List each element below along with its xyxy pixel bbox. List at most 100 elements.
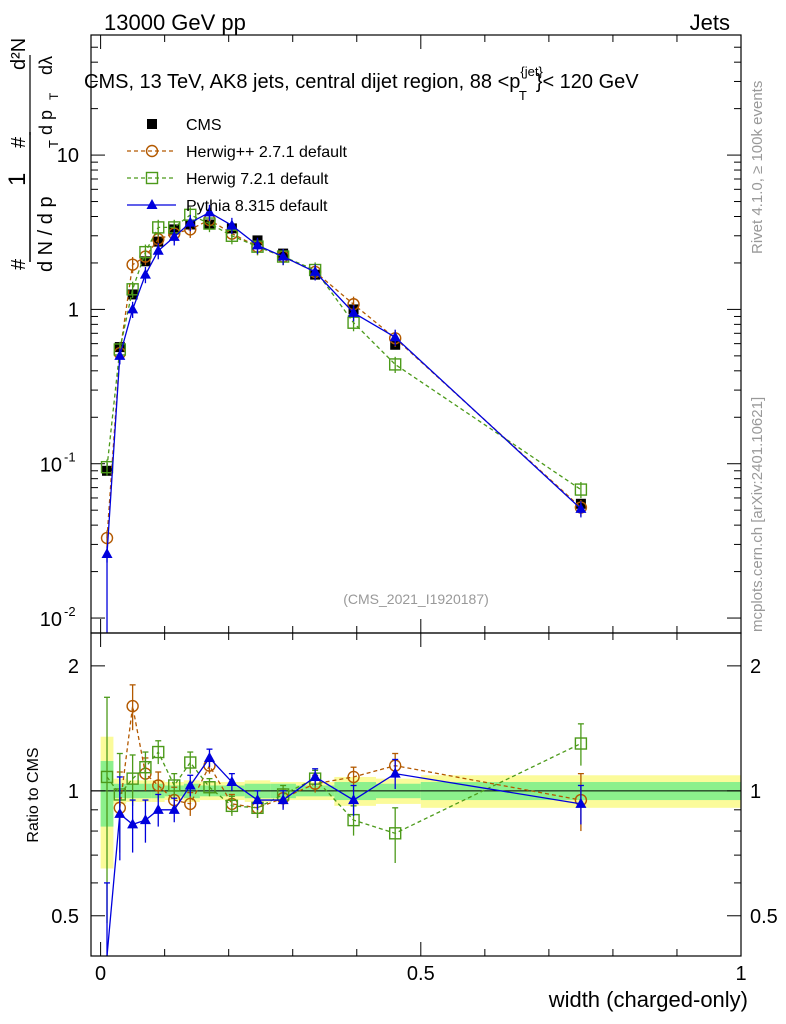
rivet-label: Rivet 4.1.0, ≥ 100k events <box>749 81 766 254</box>
main-ylabel: # 1 d N / d p T # d²N d p T dλ <box>4 38 61 272</box>
pythia-point <box>277 794 289 805</box>
main-ytick-label: 10 <box>40 609 62 631</box>
main-ytick-label: 10 <box>40 455 62 477</box>
pythia-point <box>226 219 238 230</box>
ratio-line <box>119 705 582 809</box>
herwig7-point <box>126 772 139 785</box>
herwig7-point <box>574 737 588 750</box>
pythia-point <box>252 239 264 250</box>
herwig7-point <box>100 770 114 784</box>
analysis-watermark: (CMS_2021_I1920187) <box>343 591 489 607</box>
pythia-point <box>309 265 321 276</box>
pythia-point <box>203 751 215 762</box>
herwigpp-point <box>152 779 165 792</box>
xtick-label: 0 <box>95 963 106 985</box>
pythia-point <box>575 797 587 808</box>
legend-item: CMS <box>147 117 222 134</box>
ratio-ytick-label-right: 1 <box>750 781 761 803</box>
legend-item: Herwig++ 2.7.1 default <box>127 144 348 161</box>
herwig7-point <box>139 761 152 774</box>
pythia-point <box>389 331 401 342</box>
legend-item: Herwig 7.2.1 default <box>127 171 329 188</box>
ratio-ytick-label-right: 0.5 <box>750 906 778 928</box>
legend-label: CMS <box>186 117 222 134</box>
ylabel-one: 1 <box>4 173 31 186</box>
ratio-ylabel: Ratio to CMS <box>25 747 42 842</box>
herwigpp-point <box>347 770 360 784</box>
pythia-point <box>114 807 126 818</box>
xtick-label: 1 <box>735 963 746 985</box>
herwigpp-point <box>126 258 139 271</box>
ratio-plot: 0.5 0.5 1 1 2 2 0 0.5 1 Ratio to CMS width (char… <box>25 632 778 1012</box>
legend: CMS Herwig++ 2.7.1 default Herwig 7.2.1 de… <box>127 117 348 215</box>
ylabel-d2n: d²N <box>8 38 30 70</box>
pythia-point <box>184 216 196 227</box>
pythia-point <box>139 268 151 279</box>
pythia-point <box>348 306 360 317</box>
header-left: 13000 GeV pp <box>104 10 246 35</box>
herwig7-point <box>184 756 197 769</box>
pythia-point <box>226 776 238 787</box>
chart-title-main: CMS, 13 TeV, AK8 jets, central dijet reg… <box>84 71 520 93</box>
pythia-point <box>277 250 289 261</box>
pythia-point <box>127 303 139 314</box>
pythia-point <box>252 794 264 805</box>
ratio-ytick-label-right: 2 <box>750 656 761 678</box>
herwig7-point <box>225 799 239 813</box>
pythia-point <box>139 814 151 825</box>
ylabel-den-sub: T <box>46 140 61 148</box>
chart-title-sup: {jet} <box>520 64 543 79</box>
ratio-series-pythia-8-315-default <box>104 748 587 957</box>
herwigpp-point <box>145 144 159 158</box>
herwig7-point <box>388 358 402 371</box>
pythia-point <box>348 794 360 805</box>
series-pythia-8-315-default <box>101 204 587 563</box>
herwig7-point <box>152 745 165 759</box>
main-ytick-exponent: -2 <box>64 604 76 619</box>
ylabel-den: d N / d p <box>35 196 57 272</box>
herwig7-point <box>126 283 139 296</box>
legend-label: Herwig++ 2.7.1 default <box>186 144 348 161</box>
pythia-point <box>184 779 196 790</box>
cms-point <box>147 119 157 129</box>
ylabel-dp: d p <box>36 110 56 135</box>
pythia-point <box>309 770 321 781</box>
ratio-ytick-label: 2 <box>68 656 79 678</box>
pythia-point <box>575 502 587 513</box>
herwig7-point <box>152 221 165 234</box>
pythia-point <box>203 206 215 217</box>
series-line <box>106 219 582 539</box>
ylabel-dp-sub: T <box>47 92 61 100</box>
chart-title: CMS, 13 TeV, AK8 jets, central dijet reg… <box>84 64 639 103</box>
series-cms <box>102 219 586 509</box>
herwig7-point <box>388 827 402 840</box>
herwig7-point <box>574 483 588 496</box>
ylabel-hash2: # <box>8 136 30 148</box>
pythia-point <box>152 803 164 814</box>
ratio-frame <box>90 632 742 957</box>
pythia-point <box>168 230 180 241</box>
herwig7-point <box>139 245 152 259</box>
pythia-point <box>389 767 401 778</box>
herwigpp-point <box>100 531 114 545</box>
xtick-label: 0.5 <box>407 963 435 985</box>
ratio-ytick-label: 1 <box>68 781 79 803</box>
series-herwig-7-2-1-default <box>100 207 588 499</box>
ylabel-dlambda: dλ <box>36 56 56 75</box>
header-right: Jets <box>690 10 730 35</box>
herwig7-point <box>168 779 181 792</box>
series-line <box>106 214 582 491</box>
main-ytick-label: 10 <box>57 145 79 167</box>
chart-title-sub: T <box>519 88 527 103</box>
mcplots-label: mcplots.cern.ch [arXiv:2401.10621] <box>749 397 766 632</box>
herwigpp-point <box>184 797 197 811</box>
herwig7-point <box>145 171 159 185</box>
ylabel-hash: # <box>8 258 30 270</box>
legend-label: Pythia 8.315 default <box>186 198 328 215</box>
herwigpp-point <box>126 699 139 713</box>
pythia-point <box>146 199 158 209</box>
series-line <box>106 211 582 555</box>
